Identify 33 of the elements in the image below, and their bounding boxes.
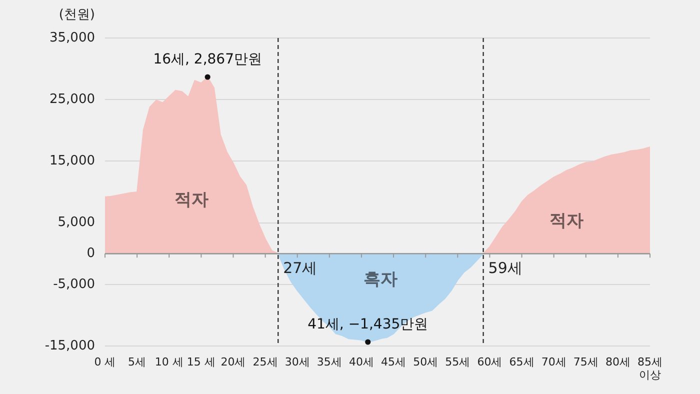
x-tick-label: 20세 <box>220 355 246 368</box>
x-tick-label: 65세 <box>509 355 534 368</box>
series-label: 흑자 <box>364 270 398 290</box>
x-tick-label: 10 세 <box>154 355 184 368</box>
x-tick-label: 85세 이상 <box>638 355 662 382</box>
x-tick-label: 25세 <box>252 355 278 368</box>
y-tick-label: 5,000 <box>58 215 95 230</box>
y-tick-label: 0 <box>86 246 95 261</box>
x-tick-label: 35세 <box>316 355 342 368</box>
x-tick-label: 50세 <box>413 355 438 368</box>
y-axis-title: (천원) <box>58 7 95 22</box>
series-label: 적자 <box>550 211 584 232</box>
x-tick-label: 0 세 <box>94 355 116 368</box>
ref-line-label: 27세 <box>283 258 318 277</box>
x-tick-label: 55세 <box>445 355 470 368</box>
series-label: 적자 <box>174 190 209 210</box>
annotation: 41세, −1,435만원 <box>308 316 428 333</box>
x-tick-label: 45세 <box>381 355 406 368</box>
x-tick-label: 30세 <box>284 355 310 368</box>
y-tick-label: -5,000 <box>53 276 95 292</box>
y-tick-label: -15,000 <box>44 338 95 354</box>
x-tick-label: 80세 <box>605 355 630 368</box>
y-tick-label: 15,000 <box>50 154 95 169</box>
x-tick-label: 5세 <box>128 355 146 368</box>
x-tick-label: 60세 <box>477 355 502 368</box>
annotation: 16세, 2,867만원 <box>153 52 262 68</box>
x-tick-label: 40세 <box>348 355 374 368</box>
y-tick-label: 35,000 <box>50 30 95 46</box>
y-tick-label: 25,000 <box>50 92 95 107</box>
x-tick-label: 75세 <box>573 355 598 368</box>
ref-line-label: 59세 <box>488 258 522 277</box>
x-tick-label: 15 세 <box>186 355 216 368</box>
x-tick-label: 70세 <box>541 355 566 368</box>
